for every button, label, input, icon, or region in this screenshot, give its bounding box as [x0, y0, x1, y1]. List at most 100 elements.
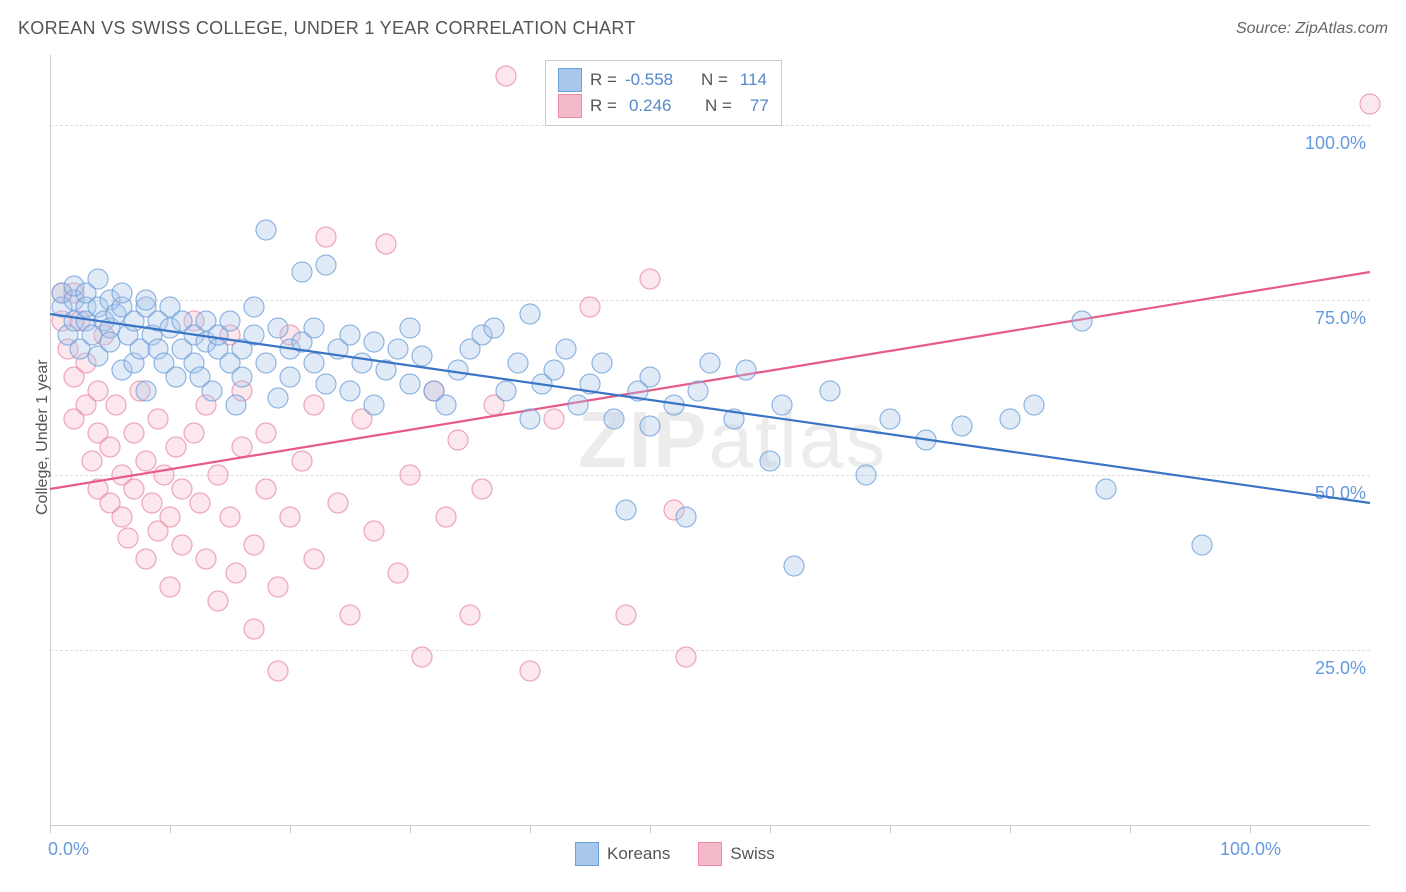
r-value-swiss: 0.246	[629, 96, 687, 116]
data-point-koreans	[556, 339, 576, 359]
data-point-koreans	[268, 388, 288, 408]
legend-label-koreans: Koreans	[607, 844, 670, 864]
legend-item-swiss: Swiss	[698, 842, 774, 866]
data-point-swiss	[160, 577, 180, 597]
data-point-swiss	[160, 507, 180, 527]
data-point-koreans	[256, 353, 276, 373]
data-point-swiss	[244, 619, 264, 639]
data-point-koreans	[202, 381, 222, 401]
swatch-swiss	[698, 842, 722, 866]
data-point-swiss	[88, 381, 108, 401]
data-point-koreans	[304, 353, 324, 373]
data-point-koreans	[100, 332, 120, 352]
data-point-swiss	[640, 269, 660, 289]
swatch-koreans	[558, 68, 582, 92]
data-point-koreans	[226, 395, 246, 415]
data-point-swiss	[268, 661, 288, 681]
r-value-koreans: -0.558	[625, 70, 683, 90]
data-point-koreans	[760, 451, 780, 471]
data-point-swiss	[82, 451, 102, 471]
data-point-koreans	[364, 395, 384, 415]
legend-item-koreans: Koreans	[575, 842, 670, 866]
data-point-swiss	[376, 234, 396, 254]
data-point-koreans	[544, 360, 564, 380]
data-point-koreans	[400, 374, 420, 394]
data-point-swiss	[580, 297, 600, 317]
data-point-koreans	[1096, 479, 1116, 499]
data-point-swiss	[208, 591, 228, 611]
data-point-swiss	[544, 409, 564, 429]
data-point-swiss	[304, 395, 324, 415]
data-point-swiss	[328, 493, 348, 513]
data-point-koreans	[880, 409, 900, 429]
data-point-swiss	[472, 479, 492, 499]
data-point-koreans	[484, 318, 504, 338]
data-point-koreans	[820, 381, 840, 401]
data-point-swiss	[244, 535, 264, 555]
data-point-koreans	[316, 255, 336, 275]
data-point-koreans	[388, 339, 408, 359]
data-point-koreans	[772, 395, 792, 415]
data-point-swiss	[448, 430, 468, 450]
data-point-koreans	[520, 409, 540, 429]
data-point-swiss	[196, 549, 216, 569]
data-point-koreans	[604, 409, 624, 429]
swatch-swiss	[558, 94, 582, 118]
data-point-koreans	[88, 269, 108, 289]
data-point-koreans	[400, 318, 420, 338]
data-point-koreans	[1024, 395, 1044, 415]
data-point-swiss	[460, 605, 480, 625]
data-point-swiss	[616, 605, 636, 625]
legend-label-swiss: Swiss	[730, 844, 774, 864]
data-point-swiss	[268, 577, 288, 597]
data-point-koreans	[1192, 535, 1212, 555]
data-point-swiss	[124, 479, 144, 499]
data-point-swiss	[304, 549, 324, 569]
data-point-koreans	[784, 556, 804, 576]
data-point-koreans	[232, 367, 252, 387]
data-point-koreans	[592, 353, 612, 373]
r-label: R =	[590, 96, 617, 116]
data-point-koreans	[520, 304, 540, 324]
swatch-koreans	[575, 842, 599, 866]
data-point-swiss	[280, 507, 300, 527]
data-point-koreans	[508, 353, 528, 373]
data-point-swiss	[172, 479, 192, 499]
data-point-swiss	[496, 66, 516, 86]
data-point-swiss	[124, 423, 144, 443]
data-point-koreans	[280, 367, 300, 387]
n-label: N =	[705, 96, 732, 116]
data-point-swiss	[1360, 94, 1380, 114]
data-point-koreans	[292, 262, 312, 282]
data-point-koreans	[340, 325, 360, 345]
data-point-swiss	[118, 528, 138, 548]
data-point-koreans	[616, 500, 636, 520]
data-point-swiss	[292, 451, 312, 471]
data-point-koreans	[1000, 409, 1020, 429]
legend-series: Koreans Swiss	[575, 842, 775, 866]
data-point-koreans	[688, 381, 708, 401]
data-point-swiss	[100, 437, 120, 457]
data-point-koreans	[166, 367, 186, 387]
data-point-koreans	[364, 332, 384, 352]
data-point-koreans	[256, 220, 276, 240]
legend-row-swiss: R = 0.246 N = 77	[558, 93, 769, 119]
data-point-koreans	[676, 507, 696, 527]
data-point-koreans	[136, 290, 156, 310]
data-point-swiss	[106, 395, 126, 415]
data-point-koreans	[700, 353, 720, 373]
r-label: R =	[590, 70, 617, 90]
data-point-swiss	[412, 647, 432, 667]
data-point-swiss	[166, 437, 186, 457]
data-point-swiss	[190, 493, 210, 513]
data-point-swiss	[436, 507, 456, 527]
data-point-swiss	[136, 451, 156, 471]
data-point-swiss	[220, 507, 240, 527]
data-point-swiss	[136, 549, 156, 569]
data-point-koreans	[568, 395, 588, 415]
data-point-koreans	[448, 360, 468, 380]
data-point-swiss	[148, 409, 168, 429]
data-point-swiss	[400, 465, 420, 485]
trend-line-koreans	[50, 314, 1370, 503]
data-point-koreans	[736, 360, 756, 380]
